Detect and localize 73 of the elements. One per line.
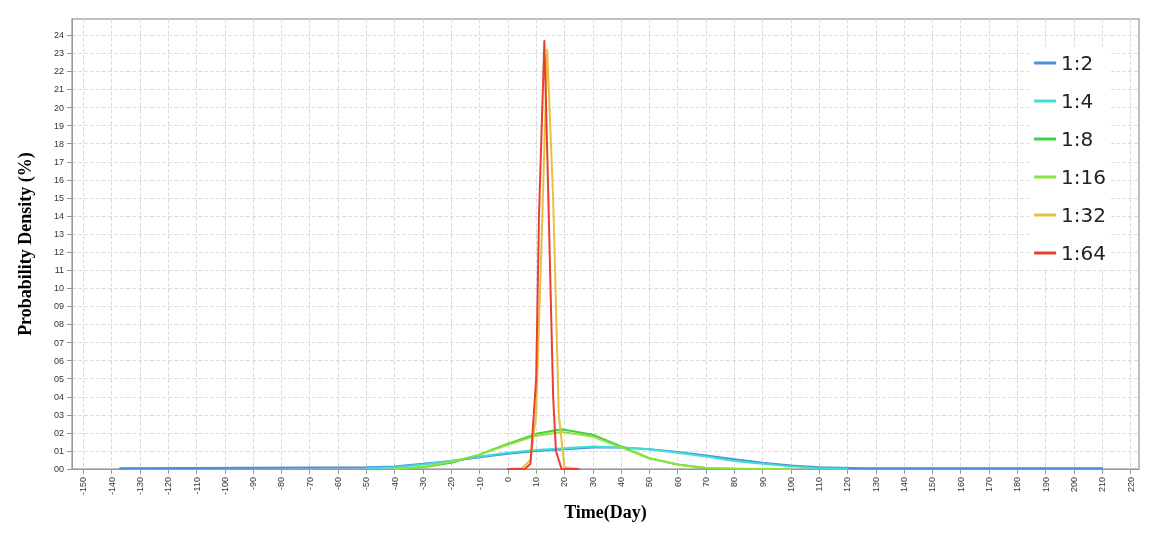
y-tick-label: 19 [53, 120, 64, 131]
x-axis-title: Time(Day) [564, 502, 647, 523]
y-tick-label: 01 [53, 446, 64, 457]
x-tick-label: 50 [644, 477, 655, 488]
y-tick-label: 00 [53, 464, 64, 475]
legend-label: 1:64 [1061, 241, 1107, 265]
line-series [365, 445, 849, 470]
legend-label: 1:32 [1061, 203, 1107, 227]
y-tick-label: 08 [53, 319, 64, 330]
x-tick-label: 0 [502, 477, 513, 483]
x-tick-label: 130 [870, 477, 881, 493]
y-tick-label: 07 [53, 337, 64, 348]
x-tick-label: 100 [785, 477, 796, 493]
x-tick-label: 150 [927, 477, 938, 493]
line-series [119, 446, 1104, 470]
y-tick-label: 04 [53, 391, 64, 402]
y-tick-label: 06 [53, 355, 64, 366]
y-tick-label: 11 [54, 265, 64, 276]
y-tick-label: 14 [53, 211, 64, 222]
y-tick-label: 15 [53, 192, 64, 203]
x-tick-label: 120 [842, 477, 853, 493]
x-tick-label: -70 [304, 477, 315, 491]
x-tick-label: 60 [672, 477, 683, 488]
x-tick-label: 200 [1068, 477, 1079, 493]
y-tick-label: 20 [53, 102, 64, 113]
y-tick-label: 02 [53, 427, 64, 438]
x-tick-label: 140 [899, 477, 910, 493]
x-tick-label: 20 [559, 477, 570, 488]
x-tick-label: -150 [78, 477, 89, 496]
x-tick-label: 190 [1040, 477, 1051, 493]
x-tick-label: 80 [729, 477, 740, 488]
y-tick-label: 21 [53, 84, 64, 95]
y-tick-label: 17 [53, 156, 64, 167]
x-tick-label: -140 [106, 477, 117, 496]
x-tick-label: 160 [955, 477, 966, 493]
y-tick-label: 12 [53, 247, 64, 258]
x-tick-label: 90 [757, 477, 768, 488]
y-tick-label: 10 [53, 283, 64, 294]
y-tick-label: 13 [53, 229, 64, 240]
y-tick-label: 23 [53, 48, 64, 59]
x-tick-label: -40 [389, 477, 400, 491]
legend-label: 1:8 [1061, 127, 1094, 151]
x-tick-label: 10 [531, 477, 542, 488]
x-tick-label: 30 [587, 477, 598, 488]
y-tick-label: 09 [53, 301, 64, 312]
x-tick-label: -60 [333, 477, 344, 491]
x-tick-label: 220 [1125, 477, 1136, 493]
x-tick-label: 170 [984, 477, 994, 493]
x-tick-label: -90 [248, 477, 259, 491]
x-tick-label: 40 [616, 477, 627, 488]
y-axis-title: Probability Density (%) [15, 152, 36, 336]
y-tick-label: 18 [53, 138, 64, 149]
y-tick-label: 16 [53, 174, 64, 185]
y-tick-label: 24 [53, 30, 64, 41]
legend-label: 1:4 [1061, 89, 1094, 113]
x-tick-label: -30 [417, 477, 428, 491]
x-tick-label: -10 [474, 477, 485, 491]
x-tick-label: -50 [361, 477, 372, 491]
y-tick-label: 22 [53, 66, 64, 77]
x-tick-label: -100 [219, 477, 230, 496]
legend-label: 1:16 [1061, 165, 1107, 189]
x-tick-label: 110 [814, 477, 825, 492]
x-tick-label: -80 [276, 477, 287, 491]
x-tick-label: -20 [446, 477, 457, 491]
x-tick-label: 70 [700, 477, 711, 488]
legend-label: 1:2 [1061, 51, 1094, 75]
x-tick-label: 210 [1097, 477, 1108, 493]
y-tick-label: 03 [53, 409, 64, 420]
x-tick-label: -130 [134, 477, 145, 496]
y-tick-label: 05 [53, 373, 64, 384]
x-tick-label: 180 [1012, 477, 1023, 493]
x-tick-label: -110 [191, 477, 202, 495]
x-tick-label: -120 [163, 477, 174, 496]
